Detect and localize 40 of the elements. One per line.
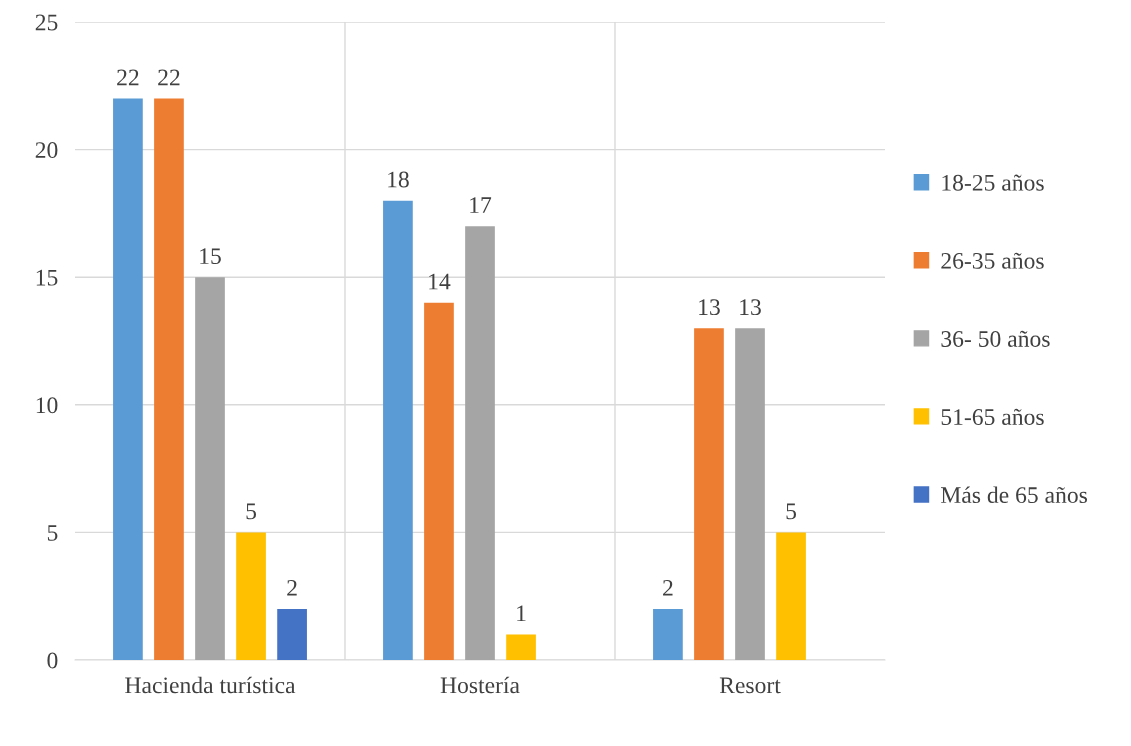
bar — [776, 532, 806, 660]
bar — [277, 608, 307, 660]
bar — [154, 98, 184, 660]
bar — [113, 98, 143, 660]
y-tick-label: 25 — [35, 14, 58, 31]
bar — [653, 608, 683, 660]
bar — [694, 328, 724, 660]
y-tick-label: 15 — [36, 269, 58, 286]
data-label: 18 — [388, 171, 409, 188]
data-label: 13 — [740, 299, 761, 316]
y-tick-label: 5 — [47, 525, 58, 541]
legend-label: 26-35 años — [941, 252, 1044, 269]
legend-label: 18-25 años — [942, 174, 1044, 191]
legend-label: 36- 50 años — [941, 330, 1050, 347]
bar — [383, 200, 413, 660]
x-tick-label: Hostería — [440, 676, 520, 694]
y-tick-label: 20 — [35, 142, 58, 159]
x-tick-label: Resort — [719, 677, 781, 694]
legend-label: 51-65 años — [941, 408, 1044, 425]
data-label: 22 — [158, 69, 180, 86]
data-label: 13 — [699, 299, 720, 316]
data-label: 17 — [470, 197, 492, 213]
data-label: 1 — [517, 605, 526, 622]
data-label: 22 — [117, 69, 139, 86]
data-label: 15 — [200, 248, 221, 265]
bar — [735, 328, 765, 660]
bar — [424, 302, 454, 660]
bar — [465, 226, 495, 660]
bar — [236, 532, 266, 660]
y-tick-label: 0 — [47, 652, 58, 669]
bar — [195, 277, 225, 660]
data-label: 2 — [287, 579, 297, 596]
y-tick-label: 10 — [36, 397, 58, 414]
data-label: 5 — [786, 503, 797, 520]
data-label: 2 — [663, 579, 673, 596]
data-label: 5 — [246, 503, 257, 520]
legend-label: Más de 65 años — [941, 486, 1088, 504]
x-tick-label: Hacienda turística — [125, 676, 296, 694]
data-label: 14 — [429, 273, 451, 290]
bar — [506, 634, 536, 660]
